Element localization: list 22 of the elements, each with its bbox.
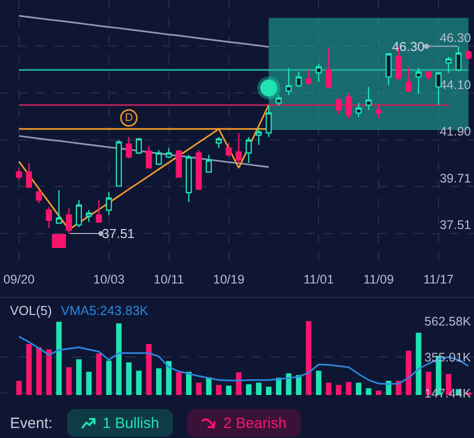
x-tick-label: 11/17 <box>423 272 454 286</box>
x-tick-label: 11/01 <box>303 272 334 286</box>
x-tick-label: 09/20 <box>3 272 35 286</box>
series-label: D <box>125 112 133 124</box>
x-tick-label: 10/11 <box>154 272 184 286</box>
x-tick-label: 11/09 <box>363 272 394 286</box>
y-tick-label: 44.10 <box>440 78 472 92</box>
chart-title: VOL(5) <box>10 303 52 318</box>
line-series <box>18 336 470 385</box>
text: 46.30 <box>392 39 425 54</box>
y-tick-label: 41.90 <box>440 124 472 139</box>
event-button: 2 Bearish <box>187 409 301 437</box>
text: Event: <box>10 414 53 432</box>
y-tick-label: 562.58K <box>424 314 472 328</box>
y-tick-label: 46.30 <box>440 30 472 45</box>
x-tick-label: 10/19 <box>213 272 244 286</box>
event-button: 1 Bullish <box>66 409 174 437</box>
text: 37.51 <box>102 226 135 241</box>
x-tick-label: 10/03 <box>93 272 125 286</box>
y-tick-label: 37.51 <box>440 218 472 232</box>
y-tick-label: 39.71 <box>440 171 472 186</box>
text: VMA5:243.83K <box>60 303 148 318</box>
